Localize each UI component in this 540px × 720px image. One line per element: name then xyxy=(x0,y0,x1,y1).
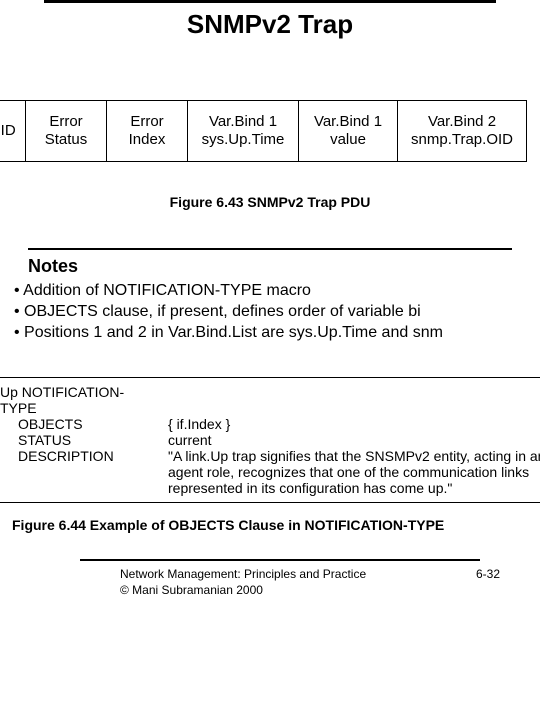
pdu-cell: ErrorStatus xyxy=(26,101,107,162)
objects-value: { if.Index } xyxy=(168,416,540,432)
pdu-cell: Var.Bind 1sys.Up.Time xyxy=(188,101,299,162)
pdu-cell: t.ID xyxy=(0,101,26,162)
pdu-cell: Var.Bind 1value xyxy=(299,101,398,162)
footer-book-title: Network Management: Principles and Pract… xyxy=(120,567,366,583)
status-value: current xyxy=(168,432,540,448)
pdu-cell: Var.Bind 2snmp.Trap.OID xyxy=(398,101,527,162)
footer-page-number: 6-32 xyxy=(476,567,500,598)
status-row: STATUS current xyxy=(0,432,540,448)
footer: Network Management: Principles and Pract… xyxy=(120,567,500,598)
status-label: STATUS xyxy=(0,432,168,448)
description-value: "A link.Up trap signifies that the SNSMP… xyxy=(168,448,540,496)
objects-row: OBJECTS { if.Index } xyxy=(0,416,540,432)
footer-rule xyxy=(80,559,480,561)
description-label: DESCRIPTION xyxy=(0,448,168,496)
figure-6-43-caption: Figure 6.43 SNMPv2 Trap PDU xyxy=(0,194,540,210)
top-rule xyxy=(44,0,496,3)
bullet-item: Positions 1 and 2 in Var.Bind.List are s… xyxy=(14,323,540,344)
notes-rule xyxy=(28,248,512,250)
notes-bullets: Addition of NOTIFICATION-TYPE macro OBJE… xyxy=(14,281,540,343)
pdu-cell: ErrorIndex xyxy=(107,101,188,162)
bullet-item: Addition of NOTIFICATION-TYPE macro xyxy=(14,281,540,302)
figure-6-44-caption: Figure 6.44 Example of OBJECTS Clause in… xyxy=(12,517,540,533)
description-row: DESCRIPTION "A link.Up trap signifies th… xyxy=(0,448,540,496)
objects-label: OBJECTS xyxy=(0,416,168,432)
bullet-item: OBJECTS clause, if present, defines orde… xyxy=(14,302,540,323)
page-title: SNMPv2 Trap xyxy=(0,9,540,40)
objects-clause-box: Up NOTIFICATION-TYPE OBJECTS { if.Index … xyxy=(0,377,540,503)
pdu-table: t.IDErrorStatusErrorIndexVar.Bind 1sys.U… xyxy=(0,100,527,162)
footer-copyright: © Mani Subramanian 2000 xyxy=(120,583,366,599)
notification-type-header: Up NOTIFICATION-TYPE xyxy=(0,384,150,416)
notes-heading: Notes xyxy=(28,256,540,277)
